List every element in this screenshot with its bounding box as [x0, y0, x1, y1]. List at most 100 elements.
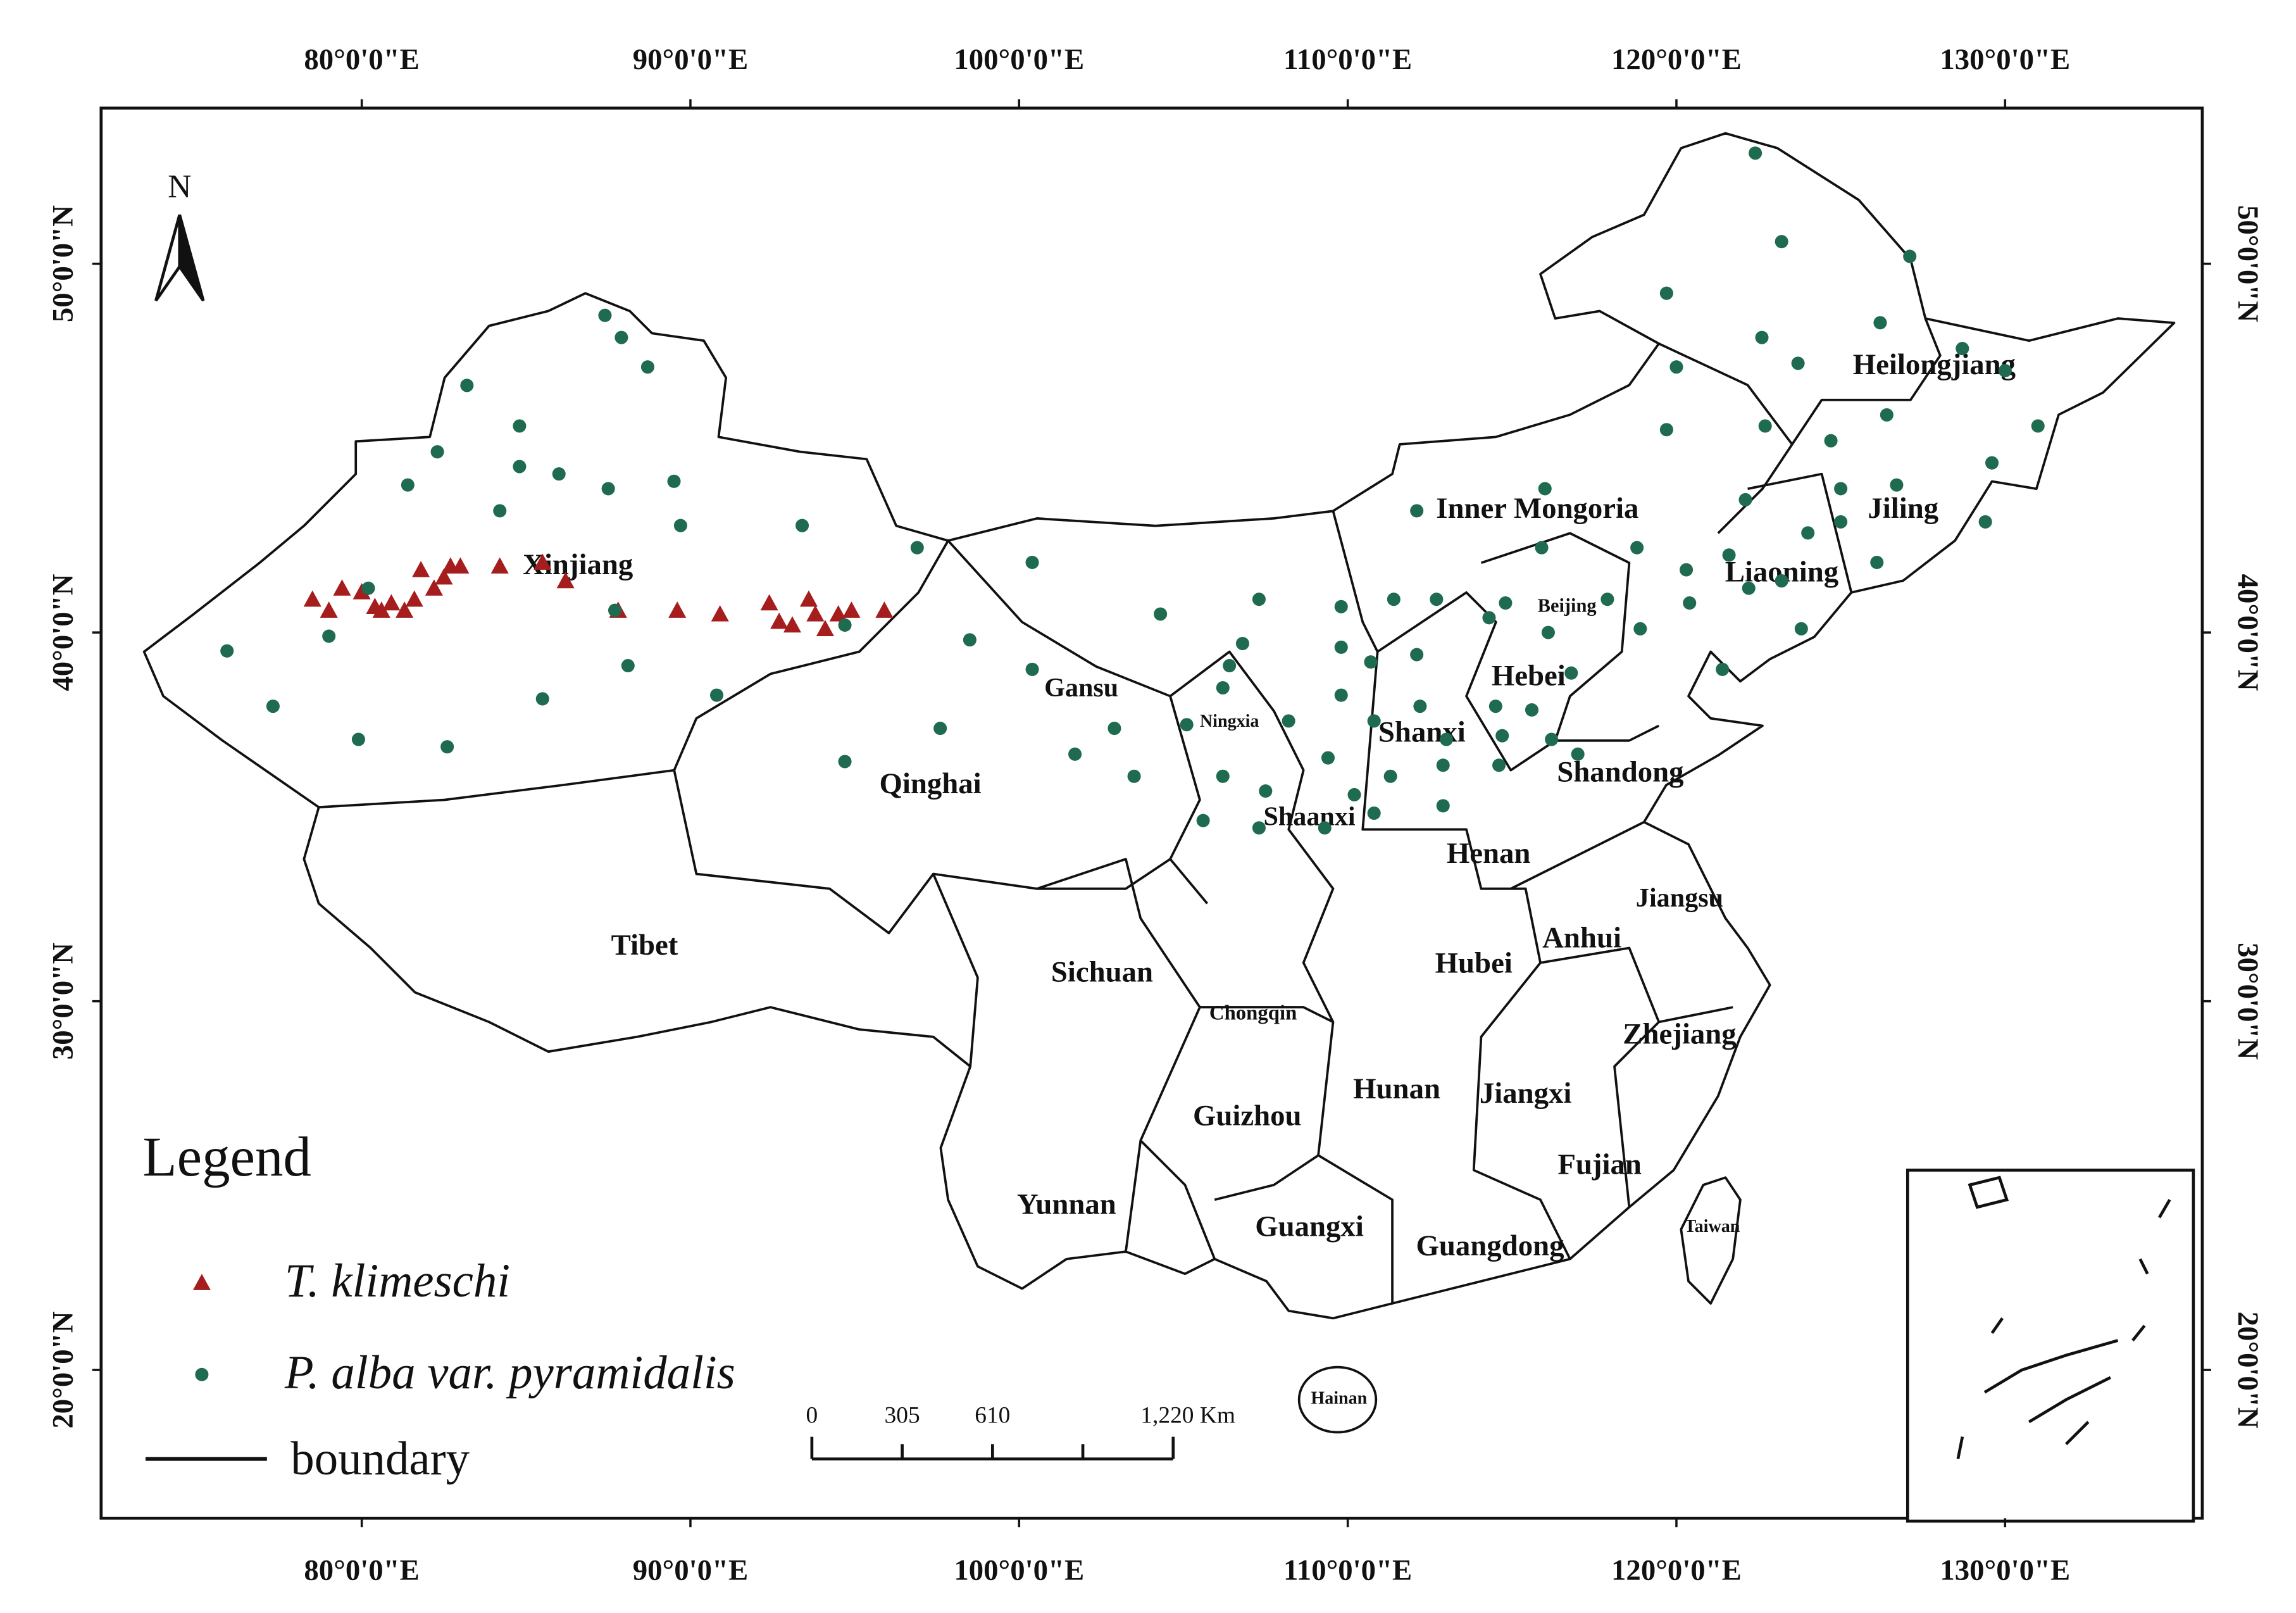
circle-point [1499, 596, 1513, 610]
region-label: Guangxi [1255, 1210, 1364, 1243]
circle-point [1436, 799, 1450, 813]
region-label: Sichuan [1051, 955, 1153, 988]
circle-point [1535, 541, 1549, 555]
circle-point [1683, 596, 1697, 610]
province-border [932, 873, 979, 1067]
circle-point [673, 518, 687, 532]
circle-point [1794, 622, 1808, 636]
lat-tick-label: 30°0'0"N [46, 943, 79, 1060]
scale-bar: 0 305 610 1,220 Km [806, 1403, 1235, 1461]
circle-point [351, 732, 365, 746]
circle-point [1196, 813, 1210, 827]
triangle-point [533, 553, 552, 570]
circle-point [1775, 235, 1788, 249]
triangle-point [783, 616, 801, 633]
north-arrow-right [178, 214, 205, 302]
hainan-outline [1297, 1365, 1378, 1434]
taiwan-outline [1680, 1176, 1742, 1305]
triangle-point [556, 572, 575, 589]
circle-point [440, 740, 454, 754]
circle-point [1758, 419, 1772, 433]
circle-point [608, 603, 622, 617]
circle-point [1870, 555, 1884, 569]
lon-tick-label: 120°0'0"E [1611, 43, 1742, 76]
circle-point [2031, 419, 2045, 433]
circle-point [1436, 758, 1450, 772]
circle-point [1430, 593, 1444, 606]
triangle-point [842, 601, 861, 618]
circle-point [1318, 821, 1332, 835]
triangle-point [412, 561, 430, 577]
circle-point [1738, 493, 1752, 506]
triangle-point [303, 590, 321, 607]
scale-label: 610 [975, 1403, 1010, 1429]
legend-boundary-label: boundary [290, 1433, 470, 1485]
circle-point [1223, 659, 1237, 673]
circle-point [1801, 526, 1815, 540]
region-label: Inner Mongoria [1436, 492, 1638, 525]
circle-point [838, 618, 852, 632]
circle-point [1410, 648, 1424, 662]
legend: Legend boundary [142, 1126, 470, 1485]
triangle-point [320, 601, 338, 618]
circle-point [667, 474, 681, 488]
region-label: Hubei [1435, 946, 1513, 979]
province-border [318, 540, 949, 809]
circle-point [615, 330, 628, 344]
region-label: Guangdong [1416, 1229, 1564, 1262]
scale-label: 305 [885, 1403, 920, 1429]
region-label: Jiangsu [1636, 883, 1723, 913]
region-label: Chongqin [1209, 1001, 1297, 1024]
triangle-point [806, 605, 825, 622]
circle-point [430, 445, 444, 459]
province-border [673, 770, 1171, 934]
triangle-point [829, 605, 847, 622]
circle-point [1600, 593, 1614, 606]
circle-point [1235, 637, 1249, 651]
triangle-point [435, 568, 453, 585]
circle-point [1347, 788, 1361, 801]
triangle-point [382, 594, 401, 611]
region-label: Tibet [611, 929, 678, 962]
circle-point [1367, 714, 1381, 728]
circle-point [401, 478, 415, 492]
circle-point [266, 700, 280, 713]
circle-point [1680, 563, 1694, 577]
circle-point [1985, 456, 1999, 470]
scale-bar-line [810, 1436, 1175, 1461]
region-label: Hebei [1492, 659, 1566, 692]
circle-point [1334, 640, 1348, 654]
triangle-point [490, 557, 509, 574]
lat-tick-label: 40°0'0"N [46, 574, 79, 691]
china-boundaries [142, 132, 2176, 1434]
region-label: Gansu [1044, 673, 1118, 703]
triangle-point [760, 594, 778, 611]
legend-marker [195, 1367, 209, 1381]
scale-label: 1,220 Km [1140, 1403, 1235, 1429]
province-border [1036, 858, 1201, 1252]
circle-point [1495, 729, 1509, 743]
circle-point [1541, 625, 1555, 639]
circle-point [1282, 714, 1295, 728]
circle-point [1834, 482, 1848, 496]
circle-point [1834, 515, 1848, 529]
circle-point [1387, 593, 1401, 606]
circle-point [1439, 732, 1453, 746]
circle-point [1252, 593, 1266, 606]
circle-point [361, 581, 375, 595]
circle-point [1880, 408, 1894, 422]
circle-point [1742, 581, 1756, 595]
region-label: Shanxi [1378, 715, 1466, 748]
legend-marker [192, 1274, 211, 1290]
lat-tick-label: 40°0'0"N [2231, 574, 2264, 691]
circle-point [1669, 360, 1683, 374]
circle-point [1364, 655, 1378, 669]
circle-point [1571, 747, 1585, 761]
circle-point [1025, 555, 1039, 569]
region-label: Yunnan [1017, 1188, 1116, 1221]
circle-point [795, 518, 809, 532]
circle-point [1259, 784, 1273, 798]
triangle-point [405, 590, 423, 607]
triangle-point [816, 620, 834, 636]
